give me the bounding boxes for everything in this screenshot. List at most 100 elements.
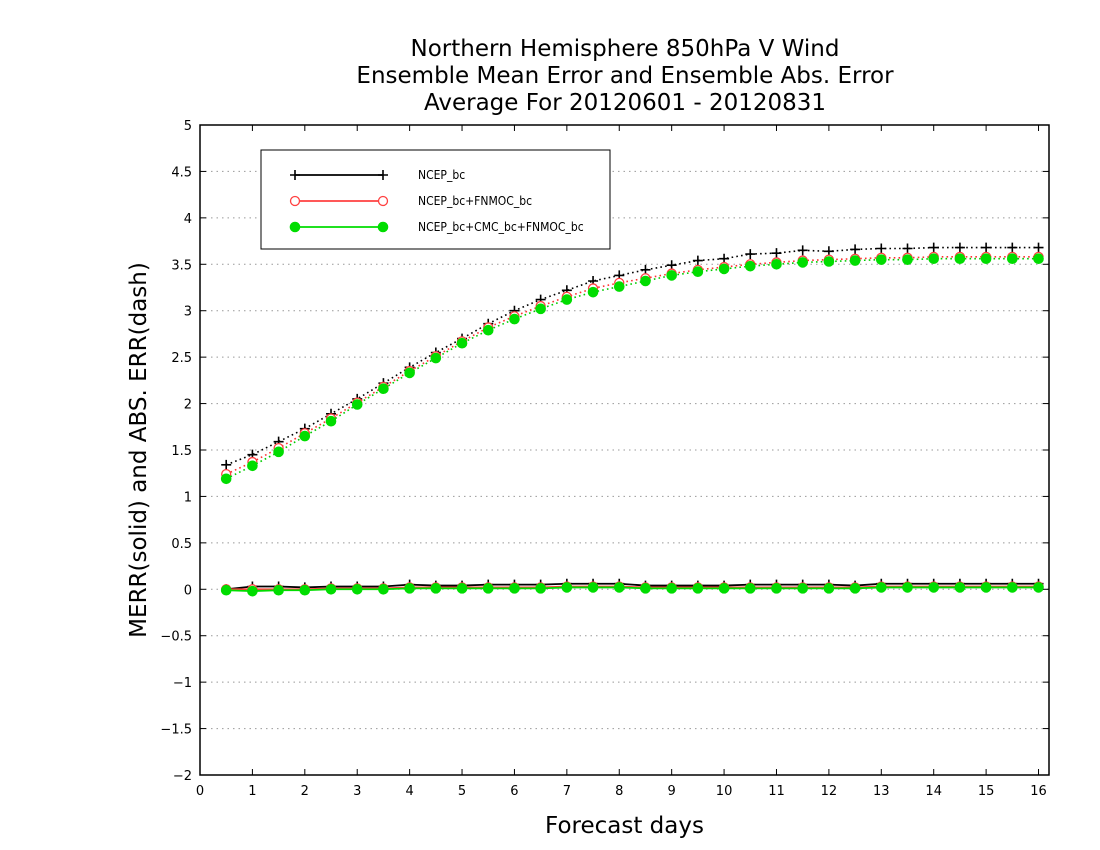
x-tick-label: 10	[716, 784, 733, 799]
x-axis-title: Forecast days	[545, 813, 704, 839]
data-point	[692, 266, 704, 278]
data-point	[587, 286, 599, 298]
data-point	[902, 254, 913, 265]
legend-label: NCEP_bc+CMC_bc+FNMOC_bc	[418, 220, 584, 234]
x-tick-label: 13	[873, 784, 890, 799]
x-tick-label: 6	[510, 784, 518, 799]
data-point	[221, 459, 232, 470]
y-tick-label: 0.5	[171, 537, 192, 552]
data-point	[247, 585, 258, 597]
y-tick-label: 2.5	[171, 351, 192, 366]
data-point	[692, 255, 703, 266]
data-point	[744, 260, 756, 272]
data-point	[980, 582, 992, 593]
data-point	[928, 582, 940, 593]
data-point	[377, 195, 389, 207]
data-point	[744, 583, 756, 594]
data-point	[456, 583, 468, 594]
data-point	[482, 324, 494, 336]
chart-title-line-2: Ensemble Mean Error and Ensemble Abs. Er…	[356, 63, 894, 89]
data-point	[640, 275, 651, 287]
data-point	[1033, 242, 1044, 253]
data-point	[1007, 582, 1018, 593]
data-point	[771, 248, 782, 259]
data-point	[849, 255, 861, 266]
data-point	[325, 415, 337, 427]
data-point	[666, 583, 677, 594]
x-tick-label: 7	[563, 784, 571, 799]
data-point	[666, 270, 677, 281]
data-point	[561, 294, 573, 305]
y-tick-label: −1.5	[160, 723, 192, 738]
abs-error-line	[225, 257, 1039, 480]
x-tick-label: 5	[458, 784, 466, 799]
data-point	[509, 583, 520, 594]
data-point	[850, 244, 861, 255]
x-tick-label: 8	[615, 784, 623, 799]
data-point	[509, 313, 520, 325]
data-point	[220, 473, 232, 485]
data-point	[378, 583, 389, 595]
y-tick-label: −2	[173, 769, 192, 784]
x-tick-label: 15	[978, 784, 995, 799]
data-point	[535, 303, 546, 315]
data-point	[718, 263, 730, 275]
data-point	[980, 253, 992, 265]
data-point	[247, 460, 258, 472]
data-point	[299, 430, 311, 442]
x-tick-label: 1	[248, 784, 256, 799]
data-point	[404, 367, 415, 379]
legend-label: NCEP_bc	[418, 168, 465, 182]
data-point	[482, 583, 494, 594]
data-point	[325, 583, 337, 595]
data-point	[561, 582, 573, 593]
data-point	[1007, 253, 1018, 265]
data-point	[377, 221, 389, 233]
data-point	[875, 254, 887, 265]
series-2	[220, 253, 1044, 597]
abs-error-line	[225, 256, 1039, 475]
series-1	[221, 251, 1044, 595]
data-point	[876, 243, 887, 254]
y-tick-label: 1.5	[171, 444, 192, 459]
chart-title: Northern Hemisphere 850hPa V Wind Ensemb…	[200, 36, 1050, 117]
data-point	[299, 584, 311, 596]
data-point	[928, 242, 939, 253]
data-point	[954, 242, 965, 253]
x-tick-label: 11	[768, 784, 785, 799]
data-point	[290, 170, 300, 180]
data-point	[902, 243, 913, 254]
data-point	[273, 584, 284, 596]
y-tick-label: 4.5	[171, 165, 192, 180]
legend: NCEP_bc NCEP_bc+FNMOC_bc NCEP_bc+CMC_bc+FN…	[260, 149, 611, 250]
abs-error-line	[225, 246, 1039, 466]
chart-title-line-3: Average For 20120601 - 20120831	[423, 90, 827, 116]
x-tick-label: 3	[353, 784, 361, 799]
data-point	[902, 582, 913, 593]
data-point	[849, 583, 861, 594]
y-tick-label: 5	[184, 119, 192, 134]
data-point	[289, 195, 301, 207]
data-point	[1007, 242, 1018, 253]
data-point	[771, 258, 782, 270]
data-point	[875, 582, 887, 593]
y-tick-label: −1	[173, 676, 192, 691]
data-point	[289, 221, 301, 233]
y-tick-label: 4	[184, 212, 192, 227]
y-tick-label: 2	[184, 398, 192, 413]
data-point	[351, 583, 363, 595]
data-point	[771, 583, 782, 594]
data-point	[535, 583, 546, 594]
data-point	[745, 249, 756, 260]
data-point	[954, 582, 966, 593]
data-point	[378, 383, 389, 395]
y-tick-label: −0.5	[160, 630, 192, 645]
data-point	[351, 399, 363, 410]
y-tick-label: 3.5	[171, 258, 192, 273]
data-point	[928, 253, 940, 265]
x-tick-label: 14	[925, 784, 942, 799]
data-point	[613, 281, 625, 292]
x-tick-label: 0	[196, 784, 204, 799]
data-point	[404, 583, 415, 594]
